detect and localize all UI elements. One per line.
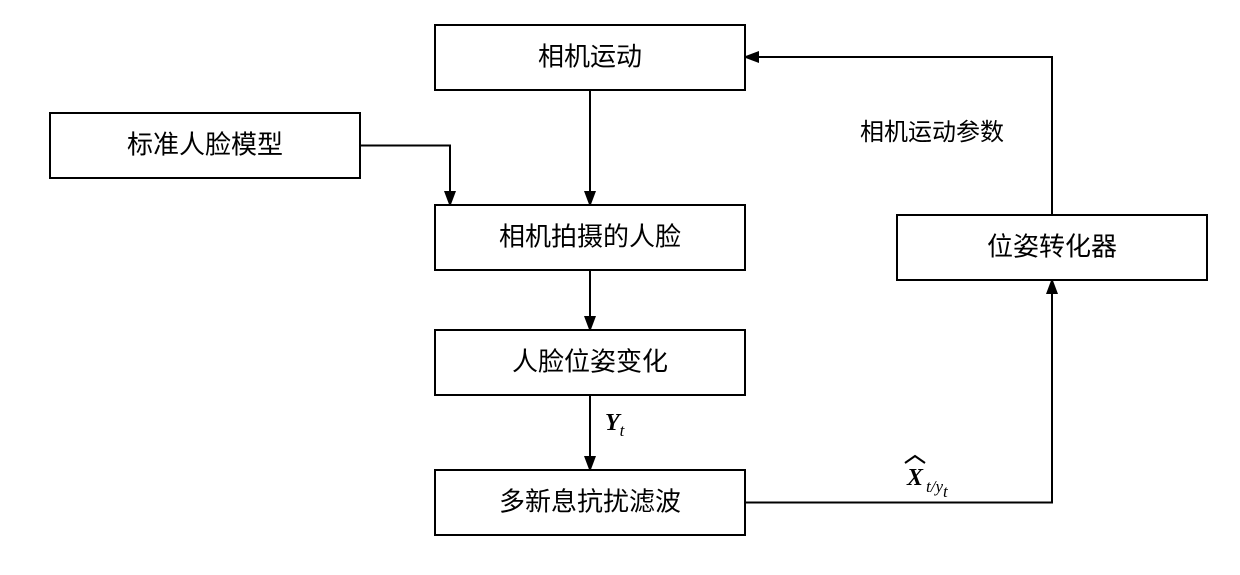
edge-std_face_model-captured_face: [360, 146, 450, 206]
svg-text:X: X: [906, 465, 924, 491]
edge-math-Yt: Yt: [605, 410, 626, 440]
edge-label-pose_converter-camera_motion: 相机运动参数: [860, 119, 1004, 146]
svg-text:t/yt: t/yt: [926, 477, 949, 501]
node-label-filter: 多新息抗扰滤波: [499, 487, 681, 516]
edge-math-Xhat: Xt/yt: [905, 456, 949, 501]
node-label-camera_motion: 相机运动: [538, 42, 642, 71]
node-label-pose_converter: 位姿转化器: [987, 232, 1117, 261]
node-label-std_face_model: 标准人脸模型: [127, 130, 283, 159]
node-label-captured_face: 相机拍摄的人脸: [499, 222, 681, 251]
edge-filter-pose_converter: [745, 280, 1052, 503]
node-label-pose_change: 人脸位姿变化: [512, 347, 668, 376]
